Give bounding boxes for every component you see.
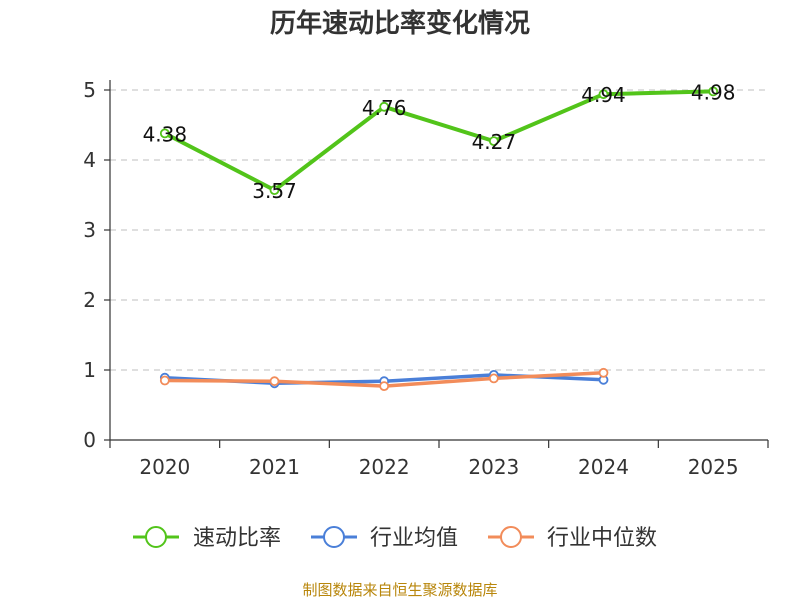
data-point [708,86,719,97]
chart-title: 历年速动比率变化情况 [270,8,530,39]
x-tick-label: 2020 [139,455,190,479]
legend-marker [500,526,522,548]
legend-marker [145,526,167,548]
data-point [488,136,499,147]
y-tick-label: 1 [83,358,96,382]
y-tick-label: 0 [83,428,96,452]
data-point [488,373,499,384]
series [159,86,719,392]
data-point [598,367,609,378]
data-label: 3.57 [252,179,297,203]
y-tick-label: 5 [83,78,96,102]
x-tick-label: 2021 [249,455,300,479]
legend: 速动比率 行业均值 行业中位数 [133,526,657,551]
data-labels: 4.38 3.57 4.76 4.27 4.94 4.98 [143,80,736,203]
legend-item[interactable]: 行业中位数 [488,526,657,551]
data-point [598,89,609,100]
data-label: 4.76 [362,96,407,120]
data-point [379,101,390,112]
source-note: 制图数据来自恒生聚源数据库 [302,581,497,599]
legend-item[interactable]: 行业均值 [311,526,458,551]
y-tick-label: 3 [83,218,96,242]
data-point [269,376,280,387]
legend-item[interactable]: 速动比率 [133,526,281,551]
legend-label: 速动比率 [193,526,281,551]
legend-label: 行业中位数 [547,526,657,551]
x-tick-label: 2022 [359,455,410,479]
x-tick-label: 2023 [468,455,519,479]
data-point [379,381,390,392]
legend-marker [323,526,345,548]
data-point [269,185,280,196]
y-tick-label: 2 [83,288,96,312]
data-point [159,375,170,386]
data-label: 4.98 [691,80,736,104]
legend-label: 行业均值 [370,526,458,551]
y-tick-label: 4 [83,148,96,172]
data-point [159,128,170,139]
axes: 0 1 2 3 4 5 2020 2021 2022 2023 2024 2025 [83,78,769,479]
x-tick-label: 2025 [688,455,739,479]
data-label: 4.94 [581,83,626,107]
series-line-quick-ratio [162,89,716,193]
grid [110,89,768,371]
data-label: 4.27 [472,130,517,154]
x-tick-label: 2024 [578,455,629,479]
data-label: 4.38 [143,122,188,146]
